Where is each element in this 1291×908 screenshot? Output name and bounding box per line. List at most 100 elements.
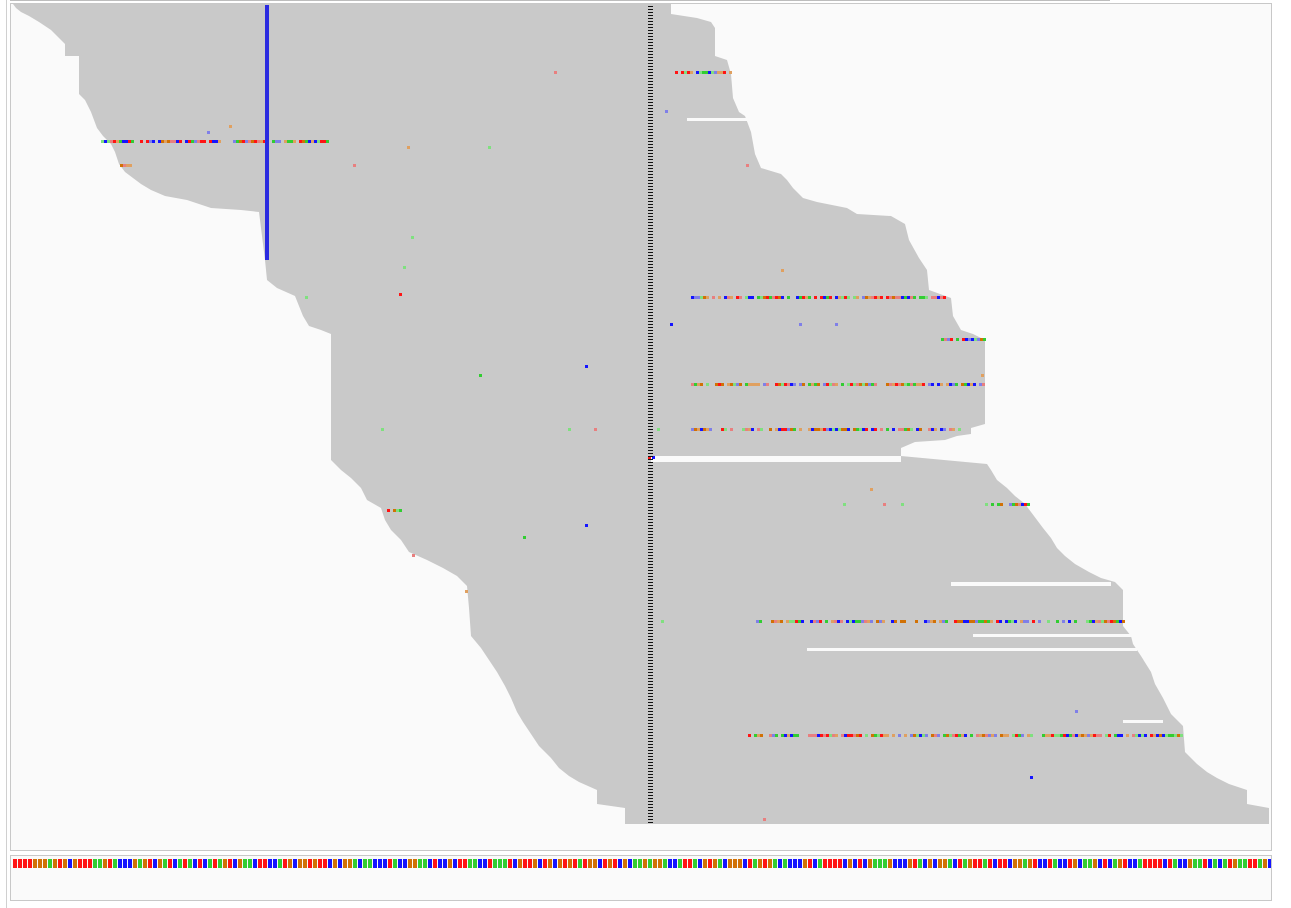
mismatch-base <box>1066 734 1069 737</box>
mismatch-base <box>910 734 913 737</box>
mismatch-base <box>766 296 769 299</box>
reference-base <box>748 859 752 868</box>
reference-base <box>588 859 592 868</box>
mismatch-base <box>287 140 290 143</box>
center-line-tick <box>648 132 653 133</box>
center-line-tick <box>648 111 653 112</box>
mismatch-base <box>706 296 709 299</box>
mismatch-base <box>200 140 203 143</box>
center-line-tick <box>648 663 653 664</box>
center-line-tick <box>648 240 653 241</box>
center-line-tick <box>648 666 653 667</box>
mismatch-base <box>817 734 820 737</box>
read-pileup-canvas[interactable] <box>11 4 1272 851</box>
mismatch-base <box>748 383 751 386</box>
reference-base <box>958 859 962 868</box>
center-line-tick <box>648 720 653 721</box>
mismatch-base <box>724 296 727 299</box>
center-line-tick <box>648 279 653 280</box>
mismatch-base <box>891 620 894 623</box>
alignment-track-panel[interactable] <box>10 3 1272 851</box>
mismatch-base <box>775 428 778 431</box>
mismatch-base <box>1156 734 1159 737</box>
mismatch-base <box>892 296 895 299</box>
insertion-bar-icon[interactable] <box>265 5 269 260</box>
mismatch-base <box>1006 734 1009 737</box>
mismatch-base <box>871 296 874 299</box>
reference-base <box>268 859 272 868</box>
reference-base <box>153 859 157 868</box>
mismatch-base <box>185 140 188 143</box>
mismatch-base <box>727 383 730 386</box>
center-line-tick <box>648 816 653 817</box>
center-line-tick <box>648 336 653 337</box>
mismatch-base <box>952 428 955 431</box>
read-stack[interactable] <box>13 4 1269 824</box>
center-line-tick <box>648 474 653 475</box>
center-line-tick <box>648 714 653 715</box>
mismatch-base <box>158 140 161 143</box>
center-line-tick <box>648 51 653 52</box>
reference-base <box>383 859 387 868</box>
mismatch-base <box>381 428 384 431</box>
mismatch-base <box>793 383 796 386</box>
mismatch-base <box>751 383 754 386</box>
reference-base <box>1143 859 1147 868</box>
center-line-tick <box>648 303 653 304</box>
mismatch-base <box>823 296 826 299</box>
mismatch-base <box>859 383 862 386</box>
reference-sequence-bar-icon[interactable] <box>11 856 1272 901</box>
reference-base <box>953 859 957 868</box>
reference-sequence-panel[interactable] <box>10 855 1272 901</box>
center-line-tick <box>648 390 653 391</box>
mismatch-base <box>975 620 978 623</box>
reference-base <box>653 859 657 868</box>
mismatch-base <box>961 383 964 386</box>
mismatch-base <box>754 734 757 737</box>
center-line-tick <box>648 87 653 88</box>
center-line-tick <box>648 234 653 235</box>
mismatch-base <box>1062 620 1065 623</box>
center-line-tick <box>648 219 653 220</box>
reference-base <box>148 859 152 868</box>
mismatch-base <box>1018 503 1021 506</box>
center-line-tick <box>648 483 653 484</box>
center-line-tick <box>648 555 653 556</box>
center-line-tick <box>648 537 653 538</box>
mismatch-base <box>120 164 123 167</box>
mismatch-base <box>847 734 850 737</box>
mismatch-base <box>763 296 766 299</box>
mismatch-base <box>864 620 867 623</box>
mismatch-base <box>411 236 414 239</box>
reference-base <box>213 859 217 868</box>
mismatch-base <box>853 734 856 737</box>
reference-base <box>1148 859 1152 868</box>
mismatch-base <box>751 428 754 431</box>
mismatch-base <box>1000 734 1003 737</box>
mismatch-base <box>1009 503 1012 506</box>
mismatch-base <box>934 734 937 737</box>
mismatch-base <box>892 734 895 737</box>
mismatch-base <box>856 383 859 386</box>
mismatch-base <box>907 296 910 299</box>
center-line-tick <box>648 63 653 64</box>
mismatch-base <box>702 71 705 74</box>
mismatch-base <box>703 428 706 431</box>
center-line-tick <box>648 33 653 34</box>
reference-base <box>173 859 177 868</box>
center-line-tick <box>648 594 653 595</box>
mismatch-base <box>952 734 955 737</box>
mismatch-base <box>970 383 973 386</box>
mismatch-base <box>1075 734 1078 737</box>
reference-base <box>1133 859 1137 868</box>
mismatch-base <box>691 383 694 386</box>
mismatch-base <box>697 383 700 386</box>
reference-base <box>1038 859 1042 868</box>
mismatch-base <box>781 296 784 299</box>
mismatch-base <box>780 620 783 623</box>
mismatch-base <box>865 296 868 299</box>
mismatch-base <box>123 164 126 167</box>
reference-base <box>798 859 802 868</box>
mismatch-base <box>305 296 308 299</box>
mismatch-base <box>696 71 699 74</box>
